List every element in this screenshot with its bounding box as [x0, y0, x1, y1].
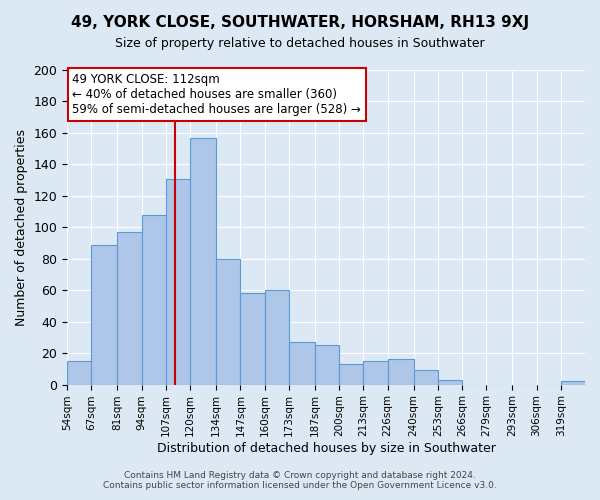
- Bar: [289, 342, 315, 384]
- Text: 49, YORK CLOSE, SOUTHWATER, HORSHAM, RH13 9XJ: 49, YORK CLOSE, SOUTHWATER, HORSHAM, RH1…: [71, 15, 529, 30]
- Text: Size of property relative to detached houses in Southwater: Size of property relative to detached ho…: [115, 38, 485, 51]
- Text: Contains HM Land Registry data © Crown copyright and database right 2024.
Contai: Contains HM Land Registry data © Crown c…: [103, 470, 497, 490]
- Bar: [91, 244, 118, 384]
- Text: 49 YORK CLOSE: 112sqm
← 40% of detached houses are smaller (360)
59% of semi-det: 49 YORK CLOSE: 112sqm ← 40% of detached …: [73, 73, 361, 116]
- X-axis label: Distribution of detached houses by size in Southwater: Distribution of detached houses by size …: [157, 442, 496, 455]
- Bar: [142, 214, 166, 384]
- Bar: [339, 364, 364, 384]
- Bar: [388, 360, 413, 384]
- Bar: [364, 361, 388, 384]
- Bar: [190, 138, 216, 384]
- Bar: [216, 259, 241, 384]
- Bar: [561, 382, 585, 384]
- Y-axis label: Number of detached properties: Number of detached properties: [15, 129, 28, 326]
- Bar: [166, 178, 190, 384]
- Bar: [241, 294, 265, 384]
- Bar: [265, 290, 289, 384]
- Bar: [67, 361, 91, 384]
- Bar: [118, 232, 142, 384]
- Bar: [315, 346, 339, 385]
- Bar: [438, 380, 462, 384]
- Bar: [413, 370, 438, 384]
